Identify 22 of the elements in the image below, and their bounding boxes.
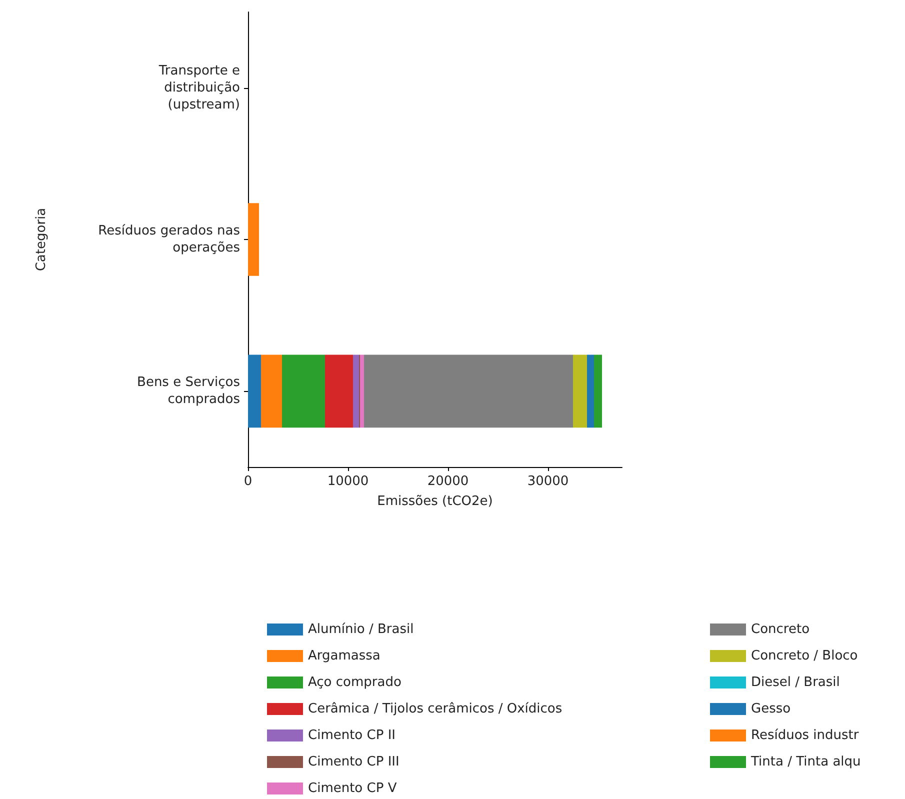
x-tick-label: 20000 — [427, 474, 469, 489]
legend-label: Concreto / Bloco — [751, 648, 858, 664]
legend-label: Diesel / Brasil — [751, 675, 840, 690]
legend-label: Argamassa — [308, 648, 380, 664]
legend-label: Concreto — [751, 622, 810, 637]
legend-label: Cerâmica / Tijolos cerâmicos / Oxídicos — [308, 702, 562, 716]
y-tick-label: Resíduos gerados nas operações — [98, 224, 240, 256]
legend-label: Resíduos industr — [751, 728, 860, 743]
legend-label: Cimento CP III — [308, 754, 400, 770]
x-axis-title: Emissões (tCO2e) — [377, 494, 493, 509]
y-tick-label: Bens e Serviços comprados — [137, 375, 240, 408]
legend-label: Gesso — [751, 702, 791, 716]
legend-label: Alumínio / Brasil — [308, 622, 414, 637]
y-tick-label: Transporte e distribuição (upstream) — [158, 63, 240, 112]
legend-label: Tinta / Tinta alqu — [750, 754, 861, 770]
x-tick-label: 30000 — [527, 474, 569, 489]
legend-label: Cimento CP II — [308, 728, 396, 743]
legend-label: Cimento CP V — [308, 781, 397, 796]
legend-label: Aço comprado — [308, 675, 402, 690]
y-axis-title: Categoria — [34, 208, 49, 272]
x-tick-label: 10000 — [327, 474, 369, 489]
x-tick-label: 0 — [244, 474, 252, 489]
